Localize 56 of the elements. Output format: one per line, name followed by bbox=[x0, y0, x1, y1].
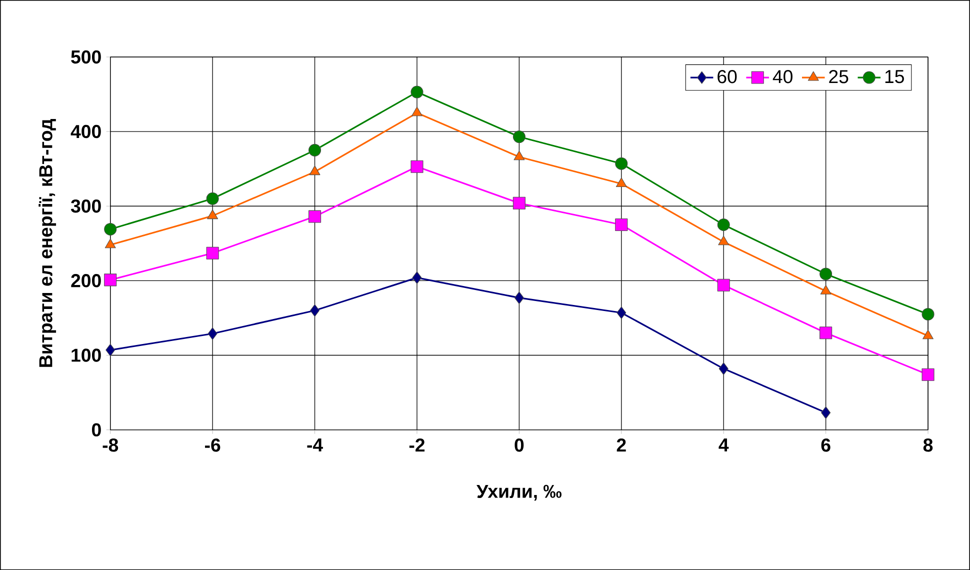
point bbox=[717, 218, 730, 231]
y-axis-title: Витрати ел енергії, кВт-год bbox=[38, 118, 56, 367]
point bbox=[922, 308, 934, 320]
point bbox=[615, 157, 628, 170]
y-tick-label: 200 bbox=[71, 274, 101, 288]
point bbox=[208, 327, 218, 340]
point bbox=[309, 165, 320, 175]
point bbox=[308, 210, 322, 223]
point bbox=[820, 268, 832, 280]
x-tick-label: -6 bbox=[205, 438, 220, 452]
legend-label: 25 bbox=[829, 70, 848, 84]
x-tick-label: 2 bbox=[616, 438, 626, 452]
y-tick-label: 100 bbox=[72, 348, 101, 362]
legend-label: 15 bbox=[885, 70, 904, 84]
point bbox=[514, 150, 525, 160]
y-tick-label: 0 bbox=[92, 423, 101, 436]
point bbox=[104, 222, 117, 236]
point bbox=[106, 344, 116, 356]
point bbox=[412, 106, 422, 116]
point bbox=[410, 160, 424, 173]
point bbox=[717, 278, 730, 292]
point bbox=[922, 330, 934, 340]
point bbox=[207, 209, 218, 219]
point bbox=[310, 304, 320, 317]
y-tick-label: 300 bbox=[70, 199, 101, 213]
x-tick-label: 8 bbox=[923, 438, 933, 452]
y-tick-label: 500 bbox=[71, 50, 101, 64]
x-tick-label: -2 bbox=[409, 438, 425, 452]
point bbox=[718, 362, 728, 375]
point bbox=[104, 238, 116, 248]
point bbox=[514, 291, 524, 304]
x-tick-label: -8 bbox=[102, 438, 118, 452]
x-tick-label: 4 bbox=[718, 438, 729, 452]
point bbox=[718, 236, 730, 246]
point bbox=[616, 306, 626, 319]
point bbox=[820, 284, 832, 294]
x-tick-label: 0 bbox=[514, 438, 524, 452]
legend-label: 40 bbox=[772, 70, 792, 84]
point bbox=[820, 326, 832, 340]
legend-label: 60 bbox=[718, 70, 737, 84]
x-tick-label: 6 bbox=[821, 438, 830, 452]
point bbox=[206, 192, 219, 205]
point bbox=[104, 274, 117, 286]
point bbox=[512, 130, 526, 143]
x-axis-title: Ухили, ‰ bbox=[476, 484, 562, 501]
point bbox=[821, 406, 831, 419]
point bbox=[412, 271, 422, 284]
point bbox=[206, 246, 219, 260]
point bbox=[410, 86, 424, 98]
point bbox=[615, 218, 628, 231]
x-tick-label: -4 bbox=[307, 438, 323, 452]
point bbox=[512, 196, 526, 210]
point bbox=[616, 177, 627, 187]
point bbox=[308, 144, 322, 156]
point bbox=[922, 368, 934, 381]
y-tick-label: 400 bbox=[70, 124, 101, 138]
